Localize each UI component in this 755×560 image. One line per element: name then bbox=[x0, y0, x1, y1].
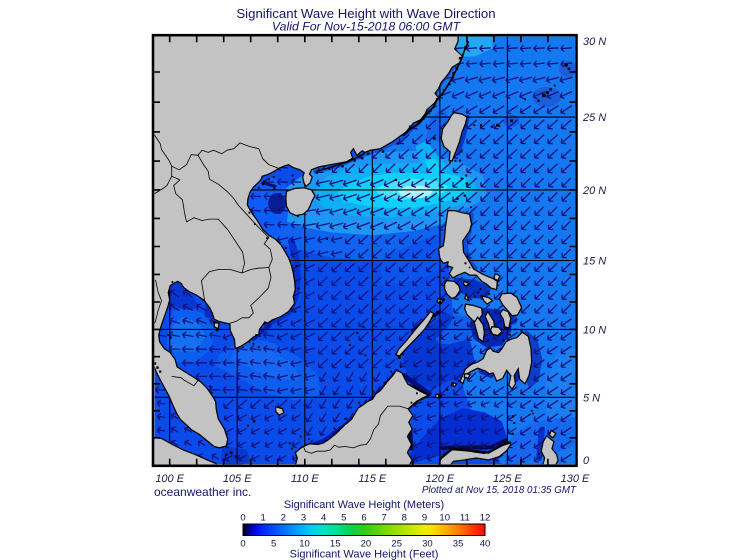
svg-text:Significant Wave Height (Feet): Significant Wave Height (Feet) bbox=[290, 549, 439, 560]
svg-text:Plotted at Nov 15, 2018 01:35: Plotted at Nov 15, 2018 01:35 GMT bbox=[422, 485, 577, 496]
svg-text:120 E: 120 E bbox=[426, 473, 455, 485]
svg-text:5 N: 5 N bbox=[583, 392, 600, 404]
svg-text:20 N: 20 N bbox=[582, 185, 606, 197]
svg-text:9: 9 bbox=[422, 513, 427, 524]
svg-text:oceanweather inc.: oceanweather inc. bbox=[154, 485, 251, 499]
svg-text:35: 35 bbox=[453, 539, 464, 550]
svg-text:10 N: 10 N bbox=[583, 324, 606, 336]
svg-text:125 E: 125 E bbox=[493, 473, 522, 485]
svg-text:0: 0 bbox=[583, 455, 590, 467]
svg-text:30 N: 30 N bbox=[583, 36, 606, 48]
svg-text:5: 5 bbox=[271, 539, 276, 550]
svg-text:Significant Wave Height with W: Significant Wave Height with Wave Direct… bbox=[236, 6, 495, 21]
svg-text:Valid For Nov-15-2018 06:00 GM: Valid For Nov-15-2018 06:00 GMT bbox=[272, 20, 462, 34]
svg-text:100 E: 100 E bbox=[155, 473, 184, 485]
svg-text:40: 40 bbox=[480, 539, 491, 550]
svg-text:30: 30 bbox=[422, 539, 433, 550]
svg-text:Significant Wave Height (Meter: Significant Wave Height (Meters) bbox=[284, 499, 444, 511]
svg-text:0: 0 bbox=[240, 513, 245, 524]
svg-text:115 E: 115 E bbox=[358, 473, 387, 485]
svg-text:15: 15 bbox=[330, 539, 341, 550]
svg-text:20: 20 bbox=[361, 539, 372, 550]
svg-text:15 N: 15 N bbox=[583, 256, 606, 268]
svg-text:11: 11 bbox=[460, 513, 470, 524]
svg-text:3: 3 bbox=[301, 513, 306, 524]
svg-text:130 E: 130 E bbox=[561, 473, 590, 485]
svg-text:25 N: 25 N bbox=[582, 112, 606, 124]
svg-text:10: 10 bbox=[299, 539, 310, 550]
svg-text:1: 1 bbox=[261, 513, 266, 524]
svg-text:2: 2 bbox=[281, 513, 286, 524]
svg-text:7: 7 bbox=[382, 513, 387, 524]
svg-text:12: 12 bbox=[480, 513, 491, 524]
svg-text:8: 8 bbox=[402, 513, 407, 524]
svg-text:25: 25 bbox=[391, 539, 402, 550]
svg-text:4: 4 bbox=[321, 513, 326, 524]
svg-text:0: 0 bbox=[240, 539, 245, 550]
svg-text:10: 10 bbox=[439, 513, 450, 524]
svg-text:110 E: 110 E bbox=[291, 473, 320, 485]
svg-text:6: 6 bbox=[361, 513, 366, 524]
svg-text:105 E: 105 E bbox=[223, 473, 252, 485]
svg-text:5: 5 bbox=[341, 513, 346, 524]
